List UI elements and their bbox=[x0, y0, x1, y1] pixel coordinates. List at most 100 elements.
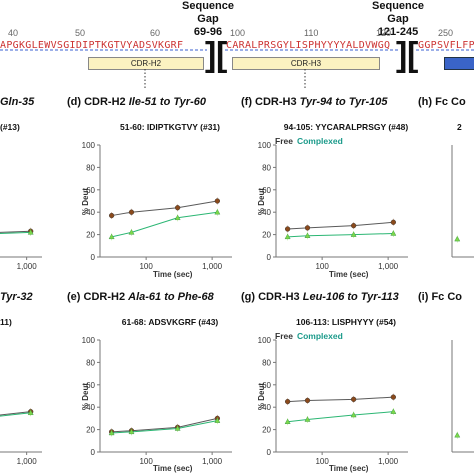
series-line-complexed bbox=[111, 420, 218, 434]
x-tick-label: 100 bbox=[139, 457, 153, 466]
y-tick-label: 40 bbox=[262, 403, 271, 412]
gap-bracket-1: ] bbox=[205, 36, 217, 74]
panel-title-left-bottom-text: Tyr-32 bbox=[0, 291, 33, 303]
y-tick-label: 20 bbox=[262, 231, 271, 240]
sequence-segment-3: GGPSVFLFPP bbox=[418, 40, 474, 51]
series-line-complexed bbox=[111, 211, 218, 238]
y-tick-label: 20 bbox=[86, 426, 95, 435]
y-tick-label: 0 bbox=[91, 253, 96, 262]
sequence-gap-1-label: Sequence Gap 69-96 bbox=[170, 0, 246, 39]
series-line-complexed bbox=[287, 232, 394, 238]
series-line-free bbox=[287, 396, 394, 403]
panel-title-left-top: Gln-35 bbox=[0, 96, 34, 108]
panel-title-e-prefix: (e) CDR-H2 bbox=[67, 291, 126, 303]
ruler-250: 250 bbox=[438, 28, 454, 38]
series-line-free bbox=[0, 230, 31, 233]
series-line-complexed bbox=[0, 412, 31, 417]
xlabel-d: Time (sec) bbox=[153, 270, 193, 279]
panel-title-g: (g) CDR-H3 Leu-106 to Tyr-113 bbox=[241, 291, 399, 303]
cdr-h3-box: CDR-H3 bbox=[232, 57, 380, 70]
ruler-110: 110 bbox=[304, 28, 319, 38]
x-tick-label: 1,000 bbox=[378, 457, 399, 466]
y-tick-label: 20 bbox=[262, 426, 271, 435]
y-tick-label: 60 bbox=[86, 381, 95, 390]
ruler-40: 40 bbox=[8, 28, 19, 38]
sequence-segment-2: CARALPRSGYLISPHYYYYALDVWGQ bbox=[226, 40, 391, 51]
xlabel-f: Time (sec) bbox=[329, 270, 369, 279]
legend-free-label: Free bbox=[275, 136, 293, 146]
legend-complexed-label: Complexed bbox=[296, 136, 343, 146]
legend-free-label: Free bbox=[275, 331, 293, 341]
y-tick-label: 80 bbox=[262, 163, 271, 172]
x-tick-label: 1,000 bbox=[378, 262, 399, 271]
x-tick-label: 1,000 bbox=[17, 457, 38, 466]
chart-title-61-68: 61-68: ADSVKGRF (#43) bbox=[121, 317, 219, 327]
xlabel-g: Time (sec) bbox=[329, 464, 369, 473]
series-line-free bbox=[287, 221, 394, 230]
series-line-complexed bbox=[287, 411, 394, 423]
panel-title-left-bottom: Tyr-32 bbox=[0, 291, 33, 303]
chart-title-51-60: 51-60: IDIPTKGTVY (#31) bbox=[120, 122, 220, 132]
x-tick-label: 100 bbox=[139, 262, 153, 271]
ruler-60: 60 bbox=[150, 28, 161, 38]
chart-title-left-bottom: 11) bbox=[0, 317, 12, 327]
cdr-h2-box: CDR-H2 bbox=[88, 57, 204, 70]
ruler-50: 50 bbox=[75, 28, 86, 38]
panel-title-f: (f) CDR-H3 Tyr-94 to Tyr-105 bbox=[241, 96, 388, 108]
x-tick-label: 1,000 bbox=[202, 262, 223, 271]
x-tick-label: 100 bbox=[315, 457, 329, 466]
series-line-free bbox=[0, 411, 31, 416]
sequence-segment-1: APGKGLEWVSGIDIPTKGTVYADSVKGRF bbox=[0, 40, 184, 51]
panel-title-d: (d) CDR-H2 Ile-51 to Tyr-60 bbox=[67, 96, 206, 108]
x-tick-label: 1,000 bbox=[17, 262, 38, 271]
fc-region-box bbox=[444, 57, 474, 70]
x-tick-label: 1,000 bbox=[202, 457, 223, 466]
sequence-gap-2-label: Sequence Gap 121-245 bbox=[360, 0, 436, 39]
sequence-gap-1-title: Sequence Gap bbox=[182, 0, 234, 25]
chart-title-right-top: 2 bbox=[457, 122, 462, 132]
y-tick-label: 20 bbox=[86, 231, 95, 240]
legend-g: Free Complexed bbox=[275, 331, 343, 341]
ruler-100: 100 bbox=[230, 28, 246, 38]
y-tick-label: 0 bbox=[267, 253, 272, 262]
series-line-free bbox=[111, 200, 218, 217]
chart-title-left-top: (#13) bbox=[0, 122, 20, 132]
y-tick-label: 60 bbox=[86, 186, 95, 195]
xlabel-e: Time (sec) bbox=[153, 464, 193, 473]
panel-title-e: (e) CDR-H2 Ala-61 to Phe-68 bbox=[67, 291, 214, 303]
y-tick-label: 100 bbox=[82, 336, 96, 345]
y-tick-label: 0 bbox=[267, 448, 272, 457]
y-tick-label: 100 bbox=[258, 141, 272, 150]
panel-title-left-top-text: Gln-35 bbox=[0, 96, 35, 108]
y-tick-label: 40 bbox=[86, 403, 95, 412]
sequence-gap-1-range: 69-96 bbox=[193, 26, 223, 38]
y-tick-label: 80 bbox=[262, 358, 271, 367]
y-tick-label: 60 bbox=[262, 381, 271, 390]
sequence-underline bbox=[0, 49, 474, 51]
y-tick-label: 60 bbox=[262, 186, 271, 195]
sequence-gap-2-title: Sequence Gap bbox=[372, 0, 424, 25]
panel-title-h: (h) Fc Co bbox=[418, 96, 466, 108]
x-tick-label: 100 bbox=[315, 262, 329, 271]
gap-bracket-3: ] bbox=[396, 36, 408, 74]
series-line-complexed bbox=[0, 231, 31, 234]
chart-title-106-113: 106-113: LISPHYYY (#54) bbox=[295, 317, 396, 327]
sequence-gap-2-range: 121-245 bbox=[377, 26, 419, 38]
y-tick-label: 100 bbox=[258, 336, 272, 345]
panel-title-h-text: (h) Fc Co bbox=[418, 96, 466, 108]
panel-title-d-prefix: (d) CDR-H2 bbox=[67, 96, 126, 108]
legend-complexed-label: Complexed bbox=[296, 331, 343, 341]
gap-bracket-4: [ bbox=[407, 36, 419, 74]
panel-title-f-prefix: (f) CDR-H3 bbox=[241, 96, 297, 108]
series-line-free bbox=[111, 417, 218, 433]
panel-title-d-range: Ile-51 to Tyr-60 bbox=[128, 96, 206, 108]
y-tick-label: 40 bbox=[86, 208, 95, 217]
panel-title-i-text: (i) Fc Co bbox=[418, 291, 462, 303]
y-tick-label: 80 bbox=[86, 163, 95, 172]
y-tick-label: 100 bbox=[82, 141, 96, 150]
panel-title-f-range: Tyr-94 to Tyr-105 bbox=[299, 96, 388, 108]
chart-title-94-105: 94-105: YYCARALPRSGY (#48) bbox=[283, 122, 409, 132]
panel-title-e-range: Ala-61 to Phe-68 bbox=[128, 291, 214, 303]
y-tick-label: 0 bbox=[91, 448, 96, 457]
